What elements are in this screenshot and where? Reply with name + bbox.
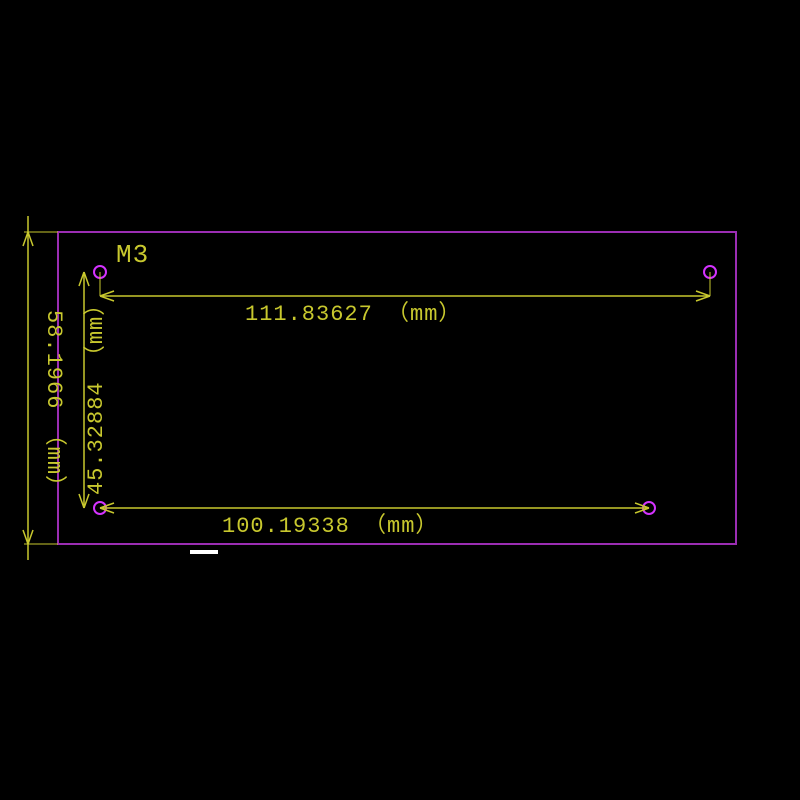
canvas-background: [0, 0, 800, 800]
hole-spec-label: M3: [116, 240, 149, 270]
dim-bottom-span-label: 100.19338 （mm）: [222, 514, 438, 539]
dim-top-span-label: 111.83627 （mm）: [245, 302, 461, 327]
dim-hole-v-offset: 45.32884 （mm）: [79, 272, 109, 508]
dim-hole-v-offset-label: 45.32884 （mm）: [84, 293, 109, 495]
dim-height-overall-label: 58.1966 （mm）: [41, 310, 66, 498]
